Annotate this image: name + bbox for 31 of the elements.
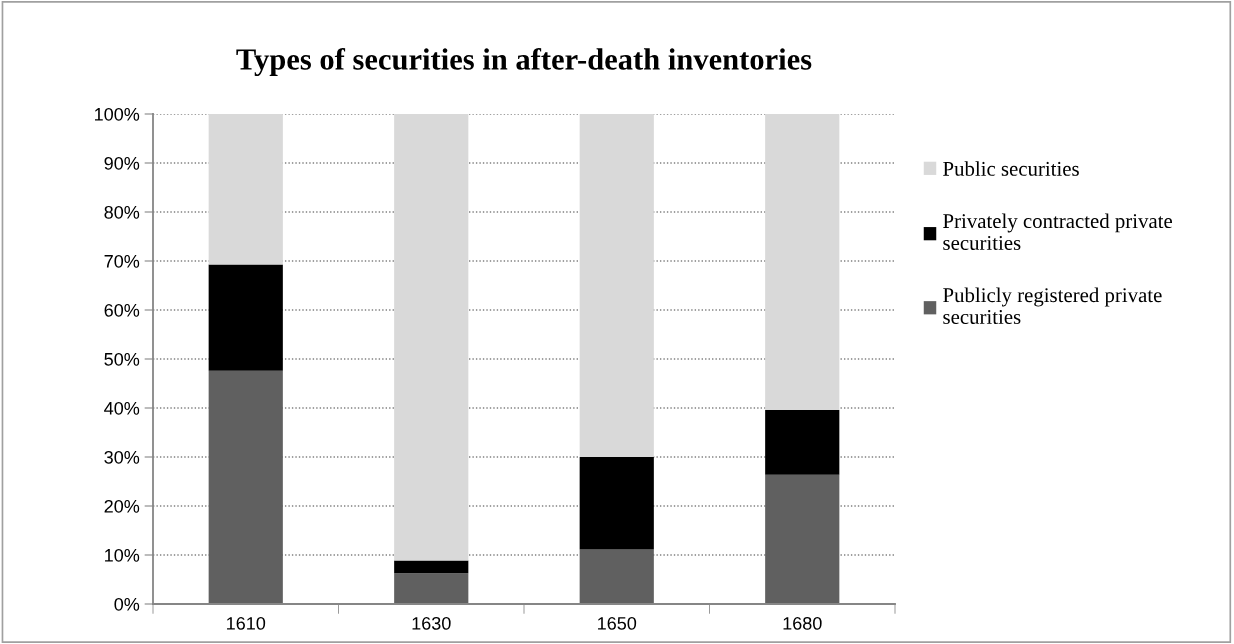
- y-tick-label: 0%: [114, 597, 140, 611]
- legend-label: Privately contracted private securities: [943, 213, 1172, 250]
- y-tick-label: 90%: [104, 156, 140, 170]
- bar: [579, 457, 654, 550]
- y-tick-label: 60%: [104, 303, 140, 317]
- bar: [765, 409, 840, 475]
- bar: [579, 549, 654, 604]
- y-tick-label: 40%: [104, 401, 140, 415]
- legend-label: Publicly registered private securities: [943, 287, 1162, 324]
- y-tick-label: 50%: [104, 352, 140, 366]
- x-tick-label: 1630: [412, 616, 451, 630]
- bar: [208, 370, 283, 604]
- y-tick-label: 30%: [104, 450, 140, 464]
- chart-title: Types of securities in after-death inventories: [236, 47, 812, 77]
- y-tick-label: 100%: [95, 107, 140, 121]
- bar: [579, 114, 654, 457]
- bar: [394, 573, 469, 604]
- legend-label: Public securities: [943, 161, 1079, 176]
- y-tick-label: 70%: [104, 254, 140, 268]
- y-tick-label: 20%: [104, 499, 140, 513]
- x-tick-label: 1650: [598, 616, 637, 630]
- bar: [765, 114, 840, 410]
- x-tick-label: 1680: [783, 616, 822, 630]
- y-tick-label: 80%: [104, 205, 140, 219]
- bar: [394, 114, 469, 561]
- bar: [208, 114, 283, 265]
- bar: [208, 264, 283, 371]
- x-tick-label: 1610: [227, 616, 266, 630]
- bar: [765, 474, 840, 604]
- y-tick-label: 10%: [105, 548, 140, 562]
- bar: [394, 560, 469, 574]
